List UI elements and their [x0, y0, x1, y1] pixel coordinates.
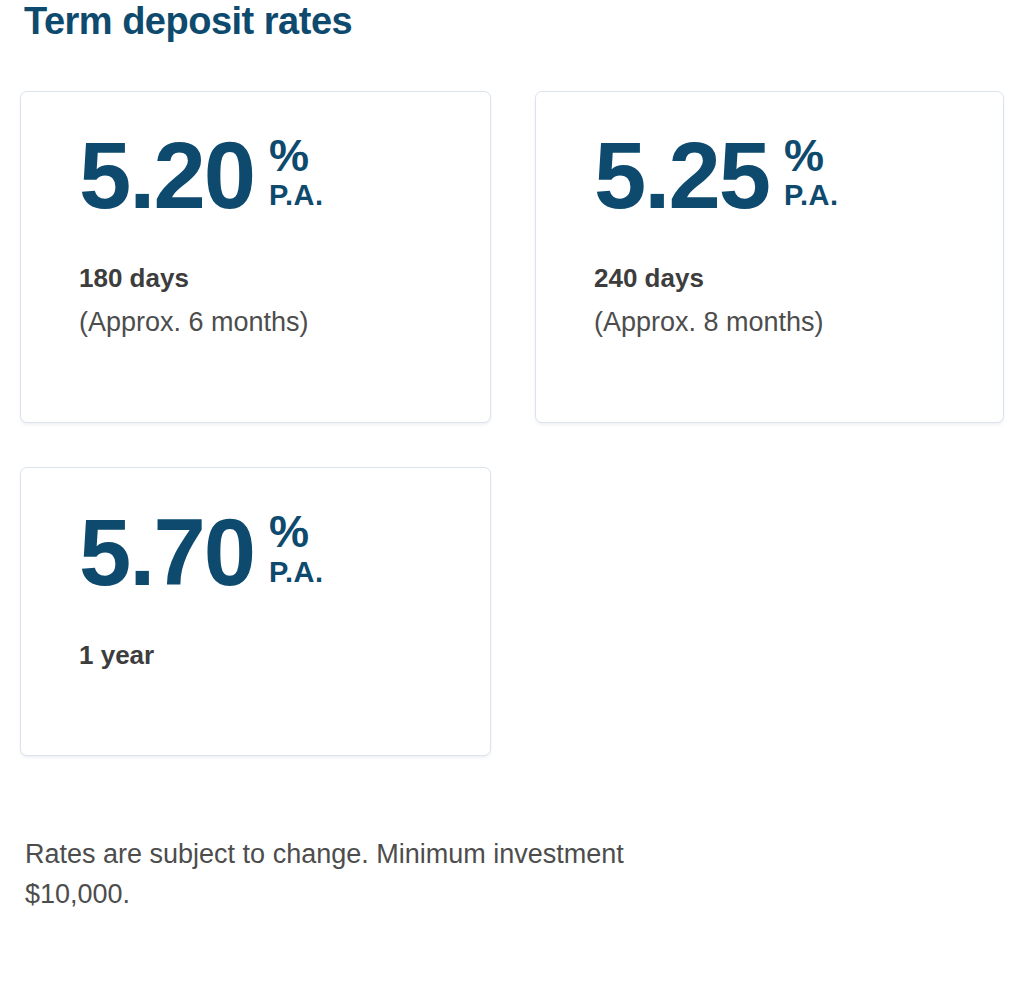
per-annum-label: P.A. [784, 181, 839, 210]
page-title: Term deposit rates [24, 0, 1004, 45]
rate-value: 5.25 [594, 142, 769, 211]
term-label: 180 days [79, 261, 450, 296]
rate-row: 5.25 % P.A. [594, 138, 963, 211]
rate-value: 5.70 [79, 519, 254, 588]
per-annum-label: P.A. [269, 181, 324, 210]
rate-card-240-days: 5.25 % P.A. 240 days (Approx. 8 months) [535, 91, 1004, 424]
percent-sign: % [269, 138, 309, 175]
rate-card-180-days: 5.20 % P.A. 180 days (Approx. 6 months) [20, 91, 491, 424]
rates-disclaimer: Rates are subject to change. Minimum inv… [25, 834, 660, 914]
term-note: (Approx. 6 months) [79, 305, 450, 340]
percent-sign: % [269, 514, 309, 551]
rate-suffix: % P.A. [269, 514, 324, 587]
rate-row: 5.70 % P.A. [79, 514, 450, 587]
rate-suffix: % P.A. [784, 138, 839, 211]
rate-card-1-year: 5.70 % P.A. 1 year [20, 467, 491, 756]
term-deposit-rates-page: Term deposit rates 5.20 % P.A. 180 days … [0, 0, 1024, 981]
rate-value: 5.20 [79, 142, 254, 211]
percent-sign: % [784, 138, 824, 175]
term-note: (Approx. 8 months) [594, 305, 963, 340]
term-label: 1 year [79, 638, 450, 673]
rate-suffix: % P.A. [269, 138, 324, 211]
rate-row: 5.20 % P.A. [79, 138, 450, 211]
rate-cards-grid: 5.20 % P.A. 180 days (Approx. 6 months) … [20, 91, 1004, 757]
term-label: 240 days [594, 261, 963, 296]
per-annum-label: P.A. [269, 558, 324, 587]
